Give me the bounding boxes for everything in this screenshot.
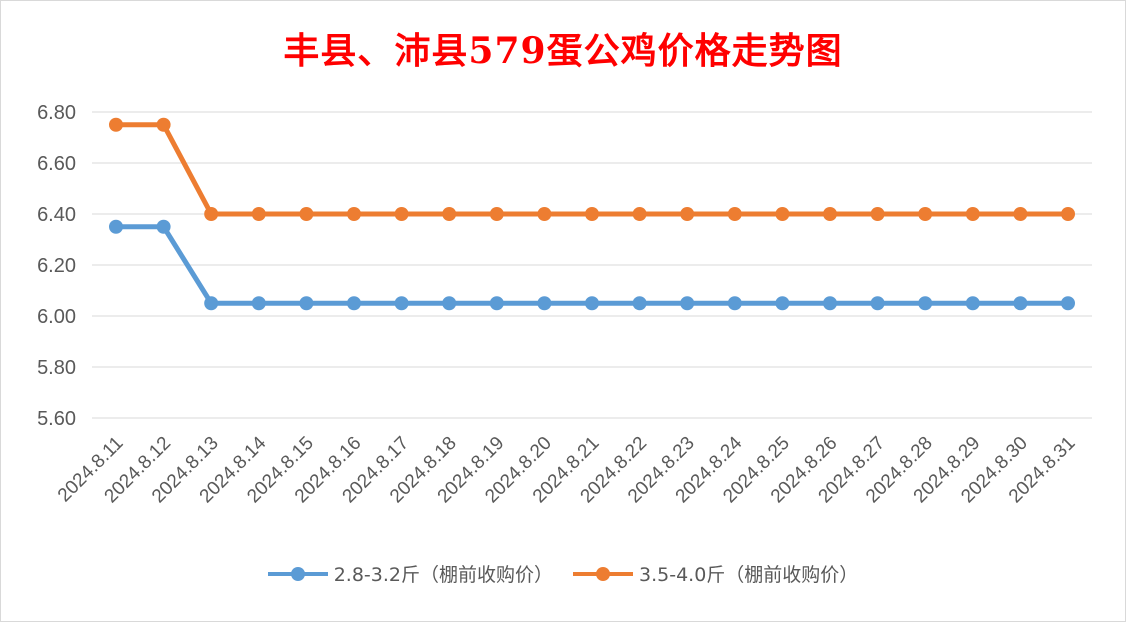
series-1-point[interactable] bbox=[109, 219, 123, 234]
series-2-point[interactable] bbox=[347, 207, 361, 221]
series-2-point[interactable] bbox=[394, 207, 409, 221]
legend-item-series-1[interactable]: 2.8-3.2斤（棚前收购价） bbox=[267, 560, 553, 587]
series-1-point[interactable] bbox=[442, 296, 457, 311]
series-2-point[interactable] bbox=[204, 207, 219, 221]
series-1-point[interactable] bbox=[299, 296, 314, 311]
chart-title: 丰县、沛县579蛋公鸡价格走势图 bbox=[283, 30, 843, 72]
series-1-point[interactable] bbox=[204, 296, 219, 311]
y-axis-ticks: 5.60 5.80 6.00 6.20 6.40 6.60 6.80 bbox=[37, 102, 76, 430]
y-tick-label: 6.80 bbox=[37, 102, 76, 124]
series-1-point[interactable] bbox=[394, 296, 409, 311]
series-1-point[interactable] bbox=[870, 296, 885, 311]
series-1-point[interactable] bbox=[1061, 296, 1075, 311]
series-1-point[interactable] bbox=[156, 219, 171, 234]
series-2-point[interactable] bbox=[965, 207, 980, 221]
series-1-point[interactable] bbox=[632, 296, 647, 311]
series-1-point[interactable] bbox=[918, 296, 933, 311]
series-2-point[interactable] bbox=[1013, 207, 1028, 221]
series-2-point[interactable] bbox=[251, 207, 266, 221]
series-2-point[interactable] bbox=[632, 207, 647, 221]
y-tick-label: 6.00 bbox=[37, 306, 76, 328]
legend-swatch-series-2 bbox=[573, 566, 633, 581]
series-2-point[interactable] bbox=[489, 207, 504, 221]
series-1-point[interactable] bbox=[489, 296, 504, 311]
y-tick-label: 6.40 bbox=[37, 204, 76, 226]
series-2-point[interactable] bbox=[680, 207, 695, 221]
series-line-2 bbox=[116, 122, 1068, 217]
y-tick-label: 6.20 bbox=[37, 255, 76, 277]
y-tick-label: 5.60 bbox=[37, 408, 76, 430]
series-1-point[interactable] bbox=[1013, 296, 1028, 311]
y-tick-label: 5.80 bbox=[37, 357, 76, 379]
series-2-point[interactable] bbox=[870, 207, 885, 221]
x-axis-ticks: 2024.8.112024.8.122024.8.132024.8.142024… bbox=[54, 432, 1080, 507]
series-2-point[interactable] bbox=[775, 207, 790, 221]
series-1-point[interactable] bbox=[347, 296, 361, 311]
series-group bbox=[109, 117, 1075, 311]
series-1-point[interactable] bbox=[585, 296, 599, 311]
series-1-point[interactable] bbox=[823, 296, 837, 311]
series-1-point[interactable] bbox=[680, 296, 695, 311]
series-1-point[interactable] bbox=[251, 296, 266, 311]
series-2-point[interactable] bbox=[1061, 207, 1075, 221]
series-1-point[interactable] bbox=[775, 296, 790, 311]
series-2-point[interactable] bbox=[537, 207, 552, 221]
series-2-point[interactable] bbox=[442, 207, 457, 221]
legend-item-series-2[interactable]: 3.5-4.0斤（棚前收购价） bbox=[573, 560, 858, 587]
series-2-point[interactable] bbox=[585, 207, 599, 221]
series-1-point[interactable] bbox=[537, 296, 552, 311]
series-2-point[interactable] bbox=[823, 207, 837, 221]
legend-label-series-1: 2.8-3.2斤（棚前收购价） bbox=[333, 564, 553, 586]
gridlines bbox=[92, 111, 1092, 419]
series-2-point[interactable] bbox=[727, 207, 742, 221]
legend-swatch-series-1 bbox=[267, 566, 328, 581]
series-1-point[interactable] bbox=[965, 296, 980, 311]
series-2-point[interactable] bbox=[299, 207, 314, 221]
series-2-point[interactable] bbox=[109, 117, 123, 132]
series-2-point[interactable] bbox=[156, 117, 171, 132]
legend-label-series-2: 3.5-4.0斤（棚前收购价） bbox=[639, 564, 859, 586]
y-tick-label: 6.60 bbox=[37, 153, 76, 175]
series-1-point[interactable] bbox=[727, 296, 742, 311]
series-2-point[interactable] bbox=[918, 207, 933, 221]
legend: 2.8-3.2斤（棚前收购价） 3.5-4.0斤（棚前收购价） bbox=[0, 560, 1126, 587]
